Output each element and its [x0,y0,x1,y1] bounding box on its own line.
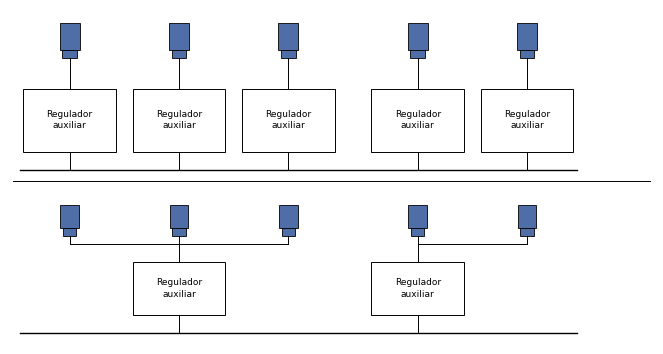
Bar [169,23,189,50]
Bar [411,228,424,236]
Bar [172,228,186,236]
Bar [282,228,295,236]
Bar [520,50,534,58]
Bar [408,205,427,228]
Text: Regulador
auxiliar: Regulador auxiliar [265,110,312,130]
Bar [60,23,80,50]
Bar [281,50,296,58]
Bar [520,228,534,236]
Bar [481,88,573,152]
Text: Regulador
auxiliar: Regulador auxiliar [156,110,202,130]
Bar [410,50,425,58]
Bar [371,262,464,315]
Bar [133,262,225,315]
Text: Regulador
auxiliar: Regulador auxiliar [156,279,202,298]
Bar [518,205,536,228]
Bar [62,50,77,58]
Bar [133,88,225,152]
Bar [172,50,186,58]
Bar [279,205,298,228]
Bar [371,88,464,152]
Text: Regulador
auxiliar: Regulador auxiliar [394,110,441,130]
Bar [63,228,76,236]
Bar [60,205,79,228]
Bar [517,23,537,50]
Bar [242,88,335,152]
Bar [278,23,298,50]
Text: Regulador
auxiliar: Regulador auxiliar [504,110,550,130]
Text: Regulador
auxiliar: Regulador auxiliar [394,279,441,298]
Text: Regulador
auxiliar: Regulador auxiliar [46,110,93,130]
Bar [170,205,188,228]
Bar [23,88,116,152]
Bar [408,23,428,50]
